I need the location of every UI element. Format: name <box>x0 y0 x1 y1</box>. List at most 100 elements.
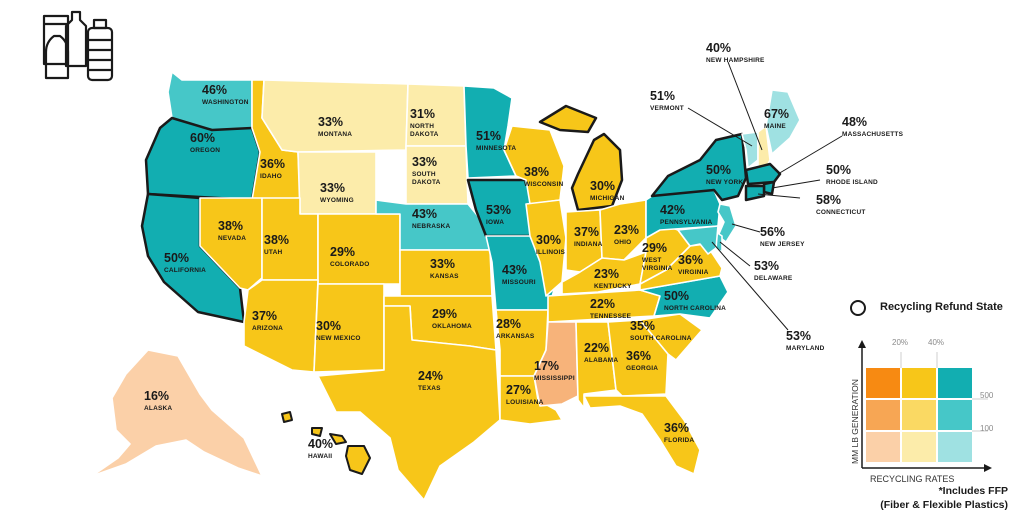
state-pct-colorado: 29% <box>330 245 355 259</box>
state-name-oklahoma: OKLAHOMA <box>432 323 472 330</box>
state-name-indiana: INDIANA <box>574 241 603 248</box>
state-name-hawaii: HAWAII <box>308 453 332 460</box>
state-name-alabama: ALABAMA <box>584 357 618 364</box>
state-name-rhode-island: RHODE ISLAND <box>826 179 878 186</box>
legend-gen-tick-500: 500 <box>980 391 994 400</box>
state-michigan-up <box>538 104 598 134</box>
state-name-missouri: MISSOURI <box>502 279 536 286</box>
state-pct-nevada: 38% <box>218 219 243 233</box>
legend-cell-mid-high <box>938 400 972 430</box>
state-pct-indiana: 37% <box>574 225 599 239</box>
state-name-delaware: DELAWARE <box>754 275 793 282</box>
legend-rate-tick-40: 40% <box>928 338 944 347</box>
state-name-virginia: VIRGINIA <box>678 269 709 276</box>
legend-y-arrow <box>858 340 866 348</box>
state-name-wisconsin: WISCONSIN <box>524 181 563 188</box>
state-pct-arizona: 37% <box>252 309 277 323</box>
ffp-footnote-line-1: *Includes FFP <box>938 485 1008 497</box>
legend-cell-low-low <box>866 432 900 462</box>
leader-maryland <box>711 241 789 331</box>
state-pct-wisconsin: 38% <box>524 165 549 179</box>
state-name-kentucky: KENTUCKY <box>594 283 632 290</box>
ffp-footnote: *Includes FFP (Fiber & Flexible Plastics… <box>838 484 1008 512</box>
state-pct-rhode-island: 50% <box>826 163 851 177</box>
state-pct-maryland: 53% <box>786 329 811 343</box>
state-pct-vermont: 51% <box>650 89 675 103</box>
legend-rate-tick-20: 20% <box>892 338 908 347</box>
state-texas <box>317 305 501 501</box>
legend-x-axis-label: RECYCLING RATES <box>870 474 954 484</box>
state-hawaii-2 <box>311 427 323 437</box>
state-pct-oregon: 60% <box>190 131 215 145</box>
state-name-minnesota: MINNESOTA <box>476 145 516 152</box>
state-pct-iowa: 53% <box>486 203 511 217</box>
state-massachusetts <box>744 162 782 186</box>
state-pct-nebraska: 43% <box>412 207 437 221</box>
state-pct-idaho: 36% <box>260 157 285 171</box>
state-name-south-carolina: SOUTH CAROLINA <box>630 335 692 342</box>
state-new-york <box>650 132 748 202</box>
state-pct-kentucky: 23% <box>594 267 619 281</box>
state-name-south-dakota: DAKOTA <box>412 179 441 186</box>
state-pct-pennsylvania: 42% <box>660 203 685 217</box>
state-pct-alabama: 22% <box>584 341 609 355</box>
leader-connecticut <box>757 193 801 199</box>
state-pct-utah: 38% <box>264 233 289 247</box>
legend-cell-mid-low <box>866 400 900 430</box>
state-name-maine: MAINE <box>764 123 786 130</box>
state-florida <box>583 395 701 475</box>
state-name-michigan: MICHIGAN <box>590 195 625 202</box>
state-name-idaho: IDAHO <box>260 173 282 180</box>
state-pct-arkansas: 28% <box>496 317 521 331</box>
state-alaska <box>91 349 263 477</box>
state-name-georgia: GEORGIA <box>626 365 658 372</box>
state-pct-tennessee: 22% <box>590 297 615 311</box>
legend-cell-low-mid <box>902 432 936 462</box>
state-name-illinois: ILLINOIS <box>536 249 566 256</box>
legend-cell-mid-mid <box>902 400 936 430</box>
state-pct-illinois: 30% <box>536 233 561 247</box>
ffp-footnote-line-2: (Fiber & Flexible Plastics) <box>880 499 1008 511</box>
state-name-north-dakota: DAKOTA <box>410 131 439 138</box>
state-name-ohio: OHIO <box>614 239 631 246</box>
state-pct-michigan: 30% <box>590 179 615 193</box>
state-name-mississippi: MISSISSIPPI <box>534 375 575 382</box>
refund-state-ring-icon <box>850 300 866 316</box>
state-pct-california: 50% <box>164 251 189 265</box>
leader-vermont <box>687 107 753 147</box>
state-pct-georgia: 36% <box>626 349 651 363</box>
state-name-kansas: KANSAS <box>430 273 459 280</box>
leader-delaware <box>719 241 751 267</box>
state-pct-delaware: 53% <box>754 259 779 273</box>
state-name-washington: WASHINGTON <box>202 99 249 106</box>
state-pct-kansas: 33% <box>430 257 455 271</box>
state-pct-connecticut: 58% <box>816 193 841 207</box>
state-name-vermont: VERMONT <box>650 105 684 112</box>
state-name-south-dakota: SOUTH <box>412 171 436 178</box>
state-name-alaska: ALASKA <box>144 405 172 412</box>
state-name-iowa: IOWA <box>486 219 504 226</box>
state-pct-hawaii: 40% <box>308 437 333 451</box>
state-name-pennsylvania: PENNSYLVANIA <box>660 219 712 226</box>
state-name-oregon: OREGON <box>190 147 220 154</box>
leader-new-jersey <box>731 223 761 233</box>
state-pct-new-york: 50% <box>706 163 731 177</box>
state-pct-north-dakota: 31% <box>410 107 435 121</box>
state-pct-montana: 33% <box>318 115 343 129</box>
state-pct-virginia: 36% <box>678 253 703 267</box>
state-pct-south-carolina: 35% <box>630 319 655 333</box>
state-name-arizona: ARIZONA <box>252 325 283 332</box>
leader-new-hampshire <box>727 61 763 151</box>
state-name-massachusetts: MASSACHUSETTS <box>842 131 904 138</box>
legend-cell-high-mid <box>902 368 936 398</box>
state-pct-new-mexico: 30% <box>316 319 341 333</box>
state-pct-texas: 24% <box>418 369 443 383</box>
legend-grid: 20% 40% 500 100 RECYCLING RATES MM LB GE… <box>850 338 994 484</box>
state-name-nebraska: NEBRASKA <box>412 223 451 230</box>
state-hawaii-1 <box>281 411 293 423</box>
state-name-california: CALIFORNIA <box>164 267 206 274</box>
state-pct-oklahoma: 29% <box>432 307 457 321</box>
state-pct-ohio: 23% <box>614 223 639 237</box>
state-pct-north-carolina: 50% <box>664 289 689 303</box>
